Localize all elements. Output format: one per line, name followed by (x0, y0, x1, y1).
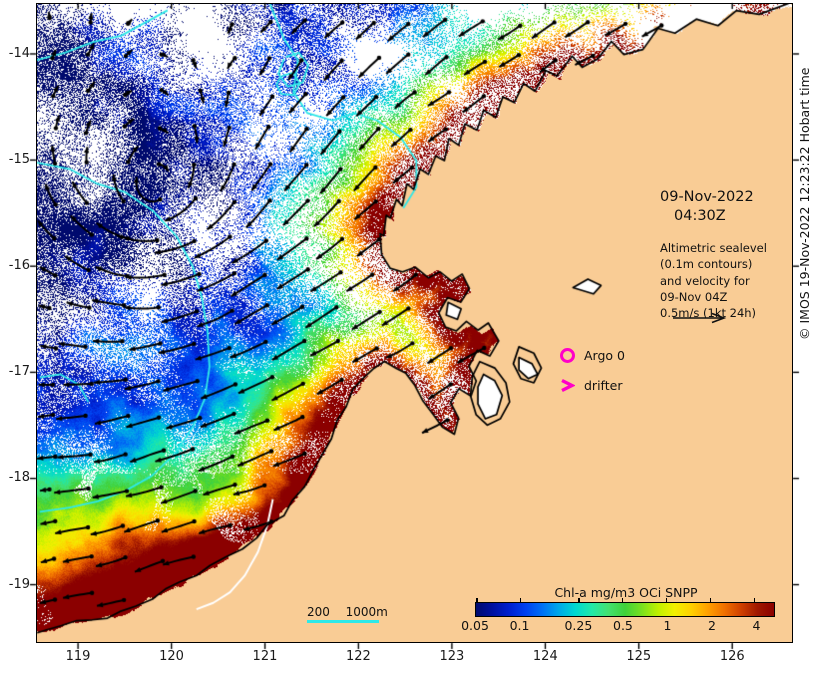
y-tick-label: -18 (8, 470, 30, 486)
annotation-time: 04:30Z (674, 208, 726, 225)
scale-bar-line (307, 620, 379, 623)
legend-row-drifter: drifter (560, 370, 625, 400)
x-tick-label: 126 (719, 649, 745, 664)
colorbar: Chl-a mg/m3 OCi SNPP 0.05 0.1 0.25 0.5 1 2 4 (461, 585, 777, 634)
x-tick-label: 121 (252, 649, 278, 664)
y-tick-label: -16 (8, 258, 30, 274)
colorbar-tick (578, 598, 580, 603)
legend-label-argo: Argo 0 (584, 347, 625, 363)
colorbar-tick-label: 1 (663, 618, 672, 633)
drifter-chevron-icon (561, 378, 575, 392)
y-tick-label: -15 (8, 152, 30, 168)
colorbar-tick-label: 0.1 (509, 618, 530, 633)
legend-row-argo: Argo 0 (560, 340, 625, 370)
description-line: (0.1m contours) (660, 257, 753, 272)
x-tick-label: 123 (439, 649, 465, 664)
argo-circle-icon (560, 347, 575, 363)
colorbar-tick-label: 0.5 (612, 618, 633, 633)
annotation-date: 09-Nov-2022 (660, 189, 754, 205)
colorbar-tick (621, 598, 624, 603)
colorbar-tick-label: 0.25 (564, 618, 593, 633)
altimetry-description: Altimetric sealevel (0.1m contours) and ve… (660, 240, 767, 322)
x-tick-label: 119 (65, 649, 91, 664)
y-tick-label: -17 (8, 364, 30, 380)
marker-legend: Argo 0 drifter (560, 340, 625, 400)
colorbar-tick (709, 598, 712, 603)
colorbar-tick-label: 4 (752, 618, 761, 633)
scale-bar-label-1000m: 1000m (345, 605, 388, 619)
x-tick-label: 122 (346, 649, 371, 664)
colorbar-tick (476, 598, 478, 603)
copyright-credit: © IMOS 19-Nov-2022 12:23:22 Hobart time (797, 67, 812, 340)
colorbar-tick (665, 598, 668, 603)
legend-label-drifter: drifter (584, 377, 623, 393)
description-line: 09-Nov 04Z (660, 289, 728, 304)
colorbar-tick (519, 598, 522, 603)
scale-bar-label-200: 200 (307, 605, 330, 619)
x-tick-label: 125 (626, 649, 652, 664)
description-line: and velocity for (660, 273, 750, 288)
distance-scale-bar: 200 1000m (307, 606, 388, 623)
colorbar-tick-label: 0.05 (461, 618, 489, 633)
y-tick-label: -14 (8, 45, 30, 61)
colorbar-tick-labels: 0.05 0.1 0.25 0.5 1 2 4 (461, 618, 777, 634)
x-tick-label: 120 (159, 649, 184, 664)
colorbar-gradient-strip (475, 598, 775, 617)
description-line: Altimetric sealevel (660, 241, 767, 255)
colorbar-tick (753, 598, 756, 603)
colorbar-tick-label: 2 (708, 618, 716, 633)
x-tick-label: 124 (532, 649, 558, 664)
scale-bar-labels: 200 1000m (307, 606, 388, 618)
velocity-reference-arrow-icon (673, 312, 727, 324)
date-time-annotation: 09-Nov-2022 04:30Z (660, 188, 754, 226)
y-tick-label: -19 (8, 576, 30, 592)
